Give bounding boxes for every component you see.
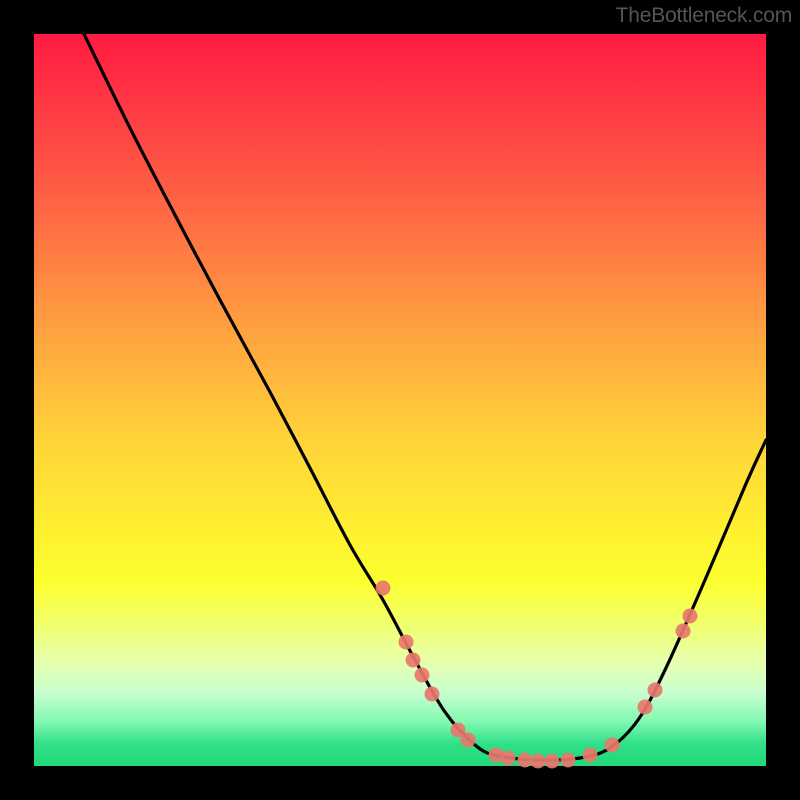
data-marker: [638, 700, 653, 715]
data-marker: [415, 668, 430, 683]
watermark-text: TheBottleneck.com: [616, 4, 792, 28]
data-marker: [531, 754, 546, 769]
data-marker: [406, 653, 421, 668]
data-marker: [501, 751, 516, 766]
data-marker: [376, 581, 391, 596]
data-marker: [648, 683, 663, 698]
data-marker: [605, 738, 620, 753]
data-marker: [561, 753, 576, 768]
data-marker: [425, 687, 440, 702]
data-marker: [545, 754, 560, 769]
data-marker: [683, 609, 698, 624]
plot-background: [34, 34, 766, 766]
data-marker: [461, 733, 476, 748]
data-marker: [518, 753, 533, 768]
data-marker: [676, 624, 691, 639]
data-marker: [583, 748, 598, 763]
chart-svg: [0, 0, 800, 800]
chart-container: { "watermark": { "text": "TheBottleneck.…: [0, 0, 800, 800]
data-marker: [399, 635, 414, 650]
